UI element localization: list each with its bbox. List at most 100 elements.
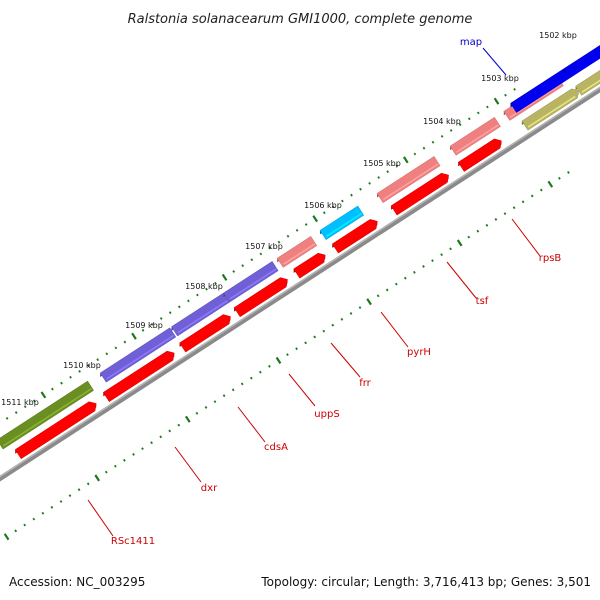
inner-major-tick bbox=[493, 97, 500, 105]
tick-labels: 1502 kbp 1503 kbp 1504 kbp 1505 kbp 1506 kbp… bbox=[1, 31, 577, 407]
outer-major-tick bbox=[275, 356, 282, 364]
inner-minor-tick bbox=[60, 381, 63, 385]
inner-minor-tick bbox=[187, 299, 190, 303]
inner-minor-tick bbox=[331, 205, 335, 209]
outer-minor-tick bbox=[240, 382, 244, 386]
inner-minor-tick bbox=[168, 311, 172, 315]
gene-label: uppS bbox=[314, 409, 339, 420]
inner-minor-tick bbox=[359, 187, 362, 191]
inner-minor-tick bbox=[250, 258, 254, 262]
inner-minor-tick bbox=[23, 405, 27, 409]
inner-minor-tick bbox=[78, 370, 81, 373]
inner-major-tick bbox=[221, 273, 228, 281]
cds-feature bbox=[233, 277, 288, 318]
leader-line bbox=[174, 446, 202, 483]
outer-minor-tick bbox=[467, 235, 471, 239]
genome-summary-text: Topology: circular; Length: 3,716,413 bp… bbox=[260, 575, 591, 589]
tick-row-inner bbox=[5, 88, 516, 420]
outer-minor-tick bbox=[114, 464, 117, 468]
outer-minor-tick bbox=[141, 447, 144, 450]
gene-label: frr bbox=[359, 378, 371, 389]
inner-minor-tick bbox=[413, 152, 417, 156]
light-feature bbox=[449, 116, 501, 156]
inner-minor-tick bbox=[295, 229, 299, 232]
outer-minor-tick bbox=[567, 171, 570, 174]
tick-label: 1505 kbp bbox=[363, 159, 401, 168]
inner-minor-tick bbox=[504, 93, 507, 97]
inner-minor-tick bbox=[322, 211, 326, 215]
blue-feature bbox=[510, 68, 571, 113]
outer-major-tick bbox=[366, 298, 372, 306]
inner-minor-tick bbox=[205, 287, 208, 291]
leader-line bbox=[482, 47, 507, 76]
outer-minor-tick bbox=[422, 265, 425, 268]
outer-minor-tick bbox=[304, 341, 307, 345]
accession-text: Accession: NC_003295 bbox=[9, 575, 145, 589]
inner-minor-tick bbox=[277, 240, 281, 244]
gene-label: rpsB bbox=[539, 253, 562, 264]
inner-minor-tick bbox=[386, 170, 390, 174]
outer-minor-tick bbox=[68, 494, 72, 497]
purple-feature bbox=[99, 327, 177, 383]
outer-minor-tick bbox=[494, 218, 498, 221]
inner-major-tick bbox=[402, 156, 409, 164]
inner-minor-tick bbox=[105, 352, 109, 356]
outer-minor-tick bbox=[50, 505, 54, 509]
inner-minor-tick bbox=[96, 358, 100, 362]
outer-minor-tick bbox=[213, 400, 217, 403]
outer-minor-tick bbox=[530, 194, 534, 198]
outer-minor-tick bbox=[249, 376, 253, 380]
tick-label: 1510 kbp bbox=[63, 361, 101, 370]
cds-feature bbox=[390, 172, 449, 216]
inner-minor-tick bbox=[350, 193, 353, 197]
tick-label: 1506 kbp bbox=[304, 201, 342, 210]
inner-minor-tick bbox=[159, 317, 163, 320]
cds-feature bbox=[457, 138, 502, 172]
label-leaders: map rpsB tsf pyrH frr uppS cdsA dxr RSc1411 bbox=[87, 37, 562, 547]
inner-minor-tick bbox=[286, 234, 290, 238]
cds-feature bbox=[293, 252, 326, 279]
outer-minor-tick bbox=[86, 482, 90, 486]
khaki-feature bbox=[575, 70, 600, 96]
leader-line bbox=[330, 342, 361, 378]
inner-minor-tick bbox=[232, 270, 236, 273]
leader-line bbox=[237, 406, 266, 443]
outer-minor-tick bbox=[286, 353, 289, 356]
outer-minor-tick bbox=[59, 500, 63, 503]
outer-minor-tick bbox=[431, 259, 434, 262]
inner-minor-tick bbox=[150, 323, 154, 326]
outer-minor-tick bbox=[449, 247, 452, 251]
outer-minor-tick bbox=[222, 394, 226, 398]
outer-minor-tick bbox=[150, 441, 153, 445]
light-feature bbox=[276, 236, 318, 268]
tick-label: 1508 kbp bbox=[185, 282, 223, 291]
outer-minor-tick bbox=[23, 523, 27, 527]
genome-backbone bbox=[0, 86, 600, 482]
outer-minor-tick bbox=[14, 529, 18, 533]
cds-feature bbox=[14, 401, 97, 460]
inner-minor-tick bbox=[377, 176, 381, 179]
outer-minor-tick bbox=[485, 223, 489, 227]
blue-feature bbox=[563, 45, 600, 79]
inner-minor-tick bbox=[449, 129, 453, 132]
outer-minor-tick bbox=[204, 406, 208, 409]
inner-minor-tick bbox=[368, 182, 371, 185]
purple-feature bbox=[223, 261, 279, 303]
inner-minor-tick bbox=[177, 305, 181, 309]
leader-line bbox=[446, 261, 477, 299]
outer-minor-tick bbox=[413, 270, 416, 274]
outer-minor-tick bbox=[394, 282, 398, 286]
outer-minor-tick bbox=[195, 411, 199, 415]
outer-minor-tick bbox=[385, 288, 389, 292]
inner-minor-tick bbox=[476, 111, 480, 115]
outer-minor-tick bbox=[503, 212, 507, 215]
outer-minor-tick bbox=[313, 335, 317, 339]
outer-minor-tick bbox=[521, 200, 525, 204]
outer-minor-tick bbox=[539, 188, 543, 192]
map-title: Ralstonia solanacearum GMI1000, complete… bbox=[128, 12, 473, 27]
gene-label: cdsA bbox=[264, 442, 288, 453]
olive-feature bbox=[0, 380, 94, 450]
gene-label: pyrH bbox=[407, 347, 431, 358]
outer-minor-tick bbox=[295, 347, 298, 351]
inner-minor-tick bbox=[241, 264, 245, 268]
